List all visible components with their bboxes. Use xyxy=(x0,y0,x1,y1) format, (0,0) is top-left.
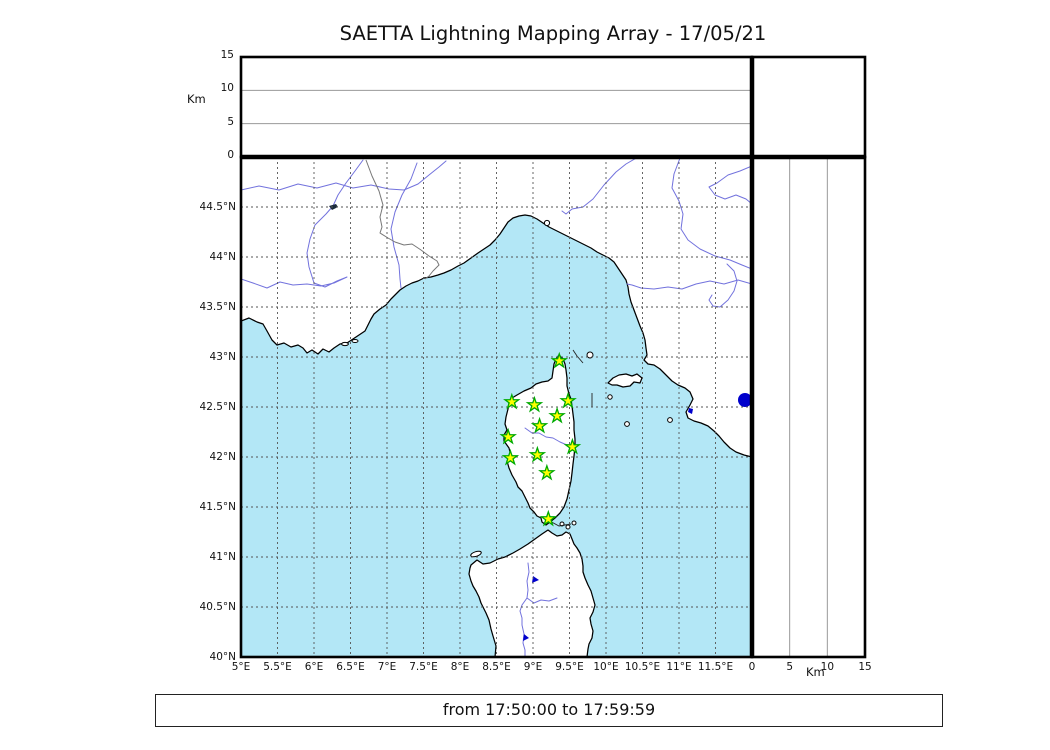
lon-tick-label: 6.5°E xyxy=(336,661,365,673)
lon-tick-label: 9°E xyxy=(523,661,543,673)
river-arno xyxy=(626,279,752,290)
map-panel xyxy=(241,157,752,657)
lat-tick-label: 40.5°N xyxy=(199,601,236,613)
lma-station-star xyxy=(503,392,521,410)
lon-tick-label: 11°E xyxy=(666,661,692,673)
lat-tick-label: 42°N xyxy=(209,451,236,463)
lma-station-star xyxy=(501,448,520,466)
lat-tick-label: 41.5°N xyxy=(199,501,236,513)
lon-tick-label: 7°E xyxy=(377,661,397,673)
top-alt-tick-label: 0 xyxy=(227,149,234,161)
lake-coghinas xyxy=(532,576,539,583)
river-sardinia-1 xyxy=(519,562,530,657)
lma-station-star xyxy=(539,509,558,527)
river-po-tributary xyxy=(671,157,752,270)
lon-tick-label: 6°E xyxy=(304,661,324,673)
top-panel-gridlines xyxy=(241,89,752,125)
top-alt-tick-label: 5 xyxy=(227,115,234,128)
river-ombrone xyxy=(708,263,738,308)
time-range-text: from 17:50:00 to 17:59:59 xyxy=(442,700,656,719)
lon-tick-label: 9.5°E xyxy=(555,661,584,673)
coastline-corsica xyxy=(503,354,576,526)
lat-tick-label: 42.5°N xyxy=(199,401,236,413)
right-alt-tick-label: 0 xyxy=(748,661,756,673)
right-panel-gridlines xyxy=(789,157,828,657)
lake-bolsena-dot xyxy=(738,393,752,407)
islands-maddalena-3 xyxy=(571,520,577,526)
lon-tick-label: 10.5°E xyxy=(624,661,661,673)
islands-maddalena-2 xyxy=(565,524,571,530)
lagoon-orbetello xyxy=(688,408,693,414)
lat-tick-label: 40°N xyxy=(209,651,236,663)
lat-tick-label: 44.5°N xyxy=(199,201,236,213)
country-border-fr-it xyxy=(365,159,440,280)
lake-serre-poncon xyxy=(329,204,338,210)
lma-station-star xyxy=(548,406,566,424)
station-markers xyxy=(499,351,582,527)
lma-station-star xyxy=(530,416,549,434)
lat-tick-label: 44°N xyxy=(209,251,236,263)
page-title: SAETTA Lightning Mapping Array - 17/05/2… xyxy=(339,22,767,45)
lma-station-star xyxy=(528,445,547,463)
top-alt-tick-label: 10 xyxy=(220,82,234,95)
top-right-panel xyxy=(752,57,865,157)
river-var xyxy=(390,162,418,289)
top-altitude-panel xyxy=(241,57,752,157)
island-montecristo xyxy=(624,421,630,427)
lma-station-star xyxy=(550,351,569,369)
islands-hyeres-2 xyxy=(351,339,359,343)
lat-tick-label: 41°N xyxy=(209,551,236,563)
lma-station-star xyxy=(525,395,544,413)
right-alt-tick-label: 10 xyxy=(820,661,835,673)
island-pianosa xyxy=(607,394,613,400)
river-durance-mid xyxy=(241,159,364,289)
river-tanaro xyxy=(561,157,639,215)
lat-tick-label: 43.5°N xyxy=(199,301,236,313)
river-sardinia-2 xyxy=(526,597,558,604)
time-range-box: from 17:50:00 to 17:59:59 xyxy=(155,694,943,727)
lat-tick-label: 43°N xyxy=(209,351,236,363)
right-alt-tick-label: 5 xyxy=(786,661,793,673)
top-alt-tick-label: 15 xyxy=(220,49,234,61)
lon-tick-label: 5°E xyxy=(231,661,251,673)
island-asinara xyxy=(470,550,482,558)
lon-tick-label: 11.5°E xyxy=(697,661,734,673)
coastline-sardinia xyxy=(468,529,596,657)
island-giglio xyxy=(667,417,673,423)
lon-tick-label: 8.5°E xyxy=(482,661,511,673)
lma-station-star xyxy=(563,437,582,455)
lake-sardinia-south xyxy=(523,634,529,641)
lon-tick-label: 7.5°E xyxy=(409,661,438,673)
right-panel-frame xyxy=(750,155,867,659)
lma-station-star xyxy=(559,391,577,409)
river-durance-upper xyxy=(241,160,447,191)
islands-hyeres xyxy=(341,341,349,347)
lon-tick-label: 8°E xyxy=(450,661,470,673)
right-alt-tick-label: 15 xyxy=(858,661,872,673)
island-capraia xyxy=(586,351,594,359)
islet-genoa xyxy=(543,219,551,227)
lma-station-star xyxy=(499,427,517,445)
figure-svg xyxy=(239,55,867,659)
lon-tick-label: 5.5°E xyxy=(263,661,292,673)
stroke-near-cap-corse xyxy=(572,349,584,364)
river-serchio xyxy=(708,165,752,205)
right-altitude-panel xyxy=(752,157,865,657)
altitude-axis-unit-top: Km xyxy=(187,92,206,106)
lma-station-star xyxy=(538,463,556,481)
altitude-axis-unit-right: Km xyxy=(806,665,825,679)
island-elba xyxy=(607,373,643,388)
lon-tick-label: 10°E xyxy=(593,661,619,673)
